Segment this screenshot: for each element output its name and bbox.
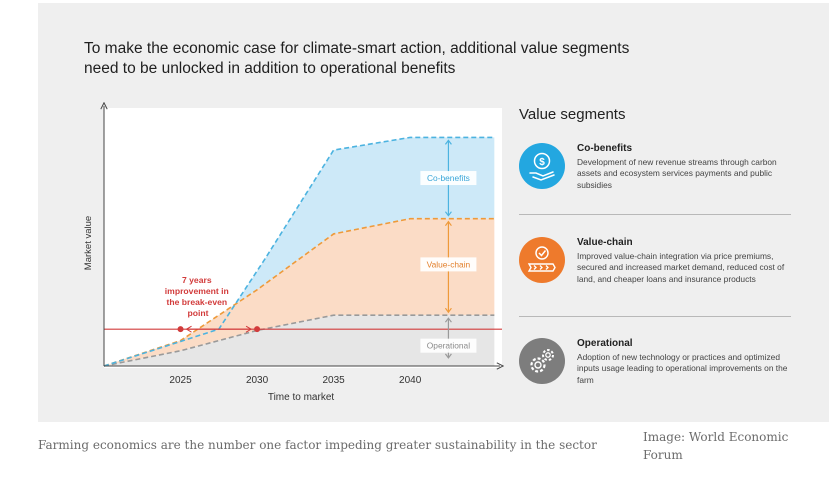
series-line-co-benefits [103,136,495,367]
x-tick-label: 2025 [169,375,192,386]
break-even-annotation: 7 years improvement in the break-even po… [165,275,231,318]
legend-item-name: Value-chain [577,237,633,248]
y-axis-label: Market value [83,216,94,270]
legend-item-name: Co-benefits [577,143,632,154]
value-chain-icon [519,237,565,283]
break-even-point-end [254,326,261,333]
segment-label: Co-benefits [427,173,470,183]
x-tick-label: 2035 [322,375,345,386]
segment-arrowhead-top-0 [444,139,452,145]
segment-label-bg [420,171,477,186]
svg-text:$: $ [539,157,545,168]
legend-divider [519,316,791,317]
co-benefits-area [104,137,495,366]
caption: Farming economics are the number one fac… [38,438,597,452]
series-line-operational [103,314,495,367]
segment-arrowhead-bottom-1 [444,307,452,314]
money-hand-icon: $ [519,143,565,189]
x-axis-label: Time to market [268,392,335,403]
break-even-point-start [177,326,184,333]
x-tick-label: 2030 [246,375,269,386]
break-even-arrowhead-right [245,325,253,333]
segment-label-bg [420,257,477,272]
segment-arrowhead-top-2 [444,317,452,323]
break-even-arrowhead-left [185,325,192,333]
legend-item-desc: Adoption of new technology or practices … [577,352,788,385]
image-credit: Image: World Economic Forum [643,430,789,462]
segment-label-bg [420,338,477,353]
segment-arrowhead-top-1 [444,220,452,227]
segment-arrowhead-bottom-2 [444,353,452,359]
legend-item-desc: Improved value-chain integration via pri… [577,251,785,284]
segment-arrowhead-bottom-0 [444,211,452,217]
operational-area [104,315,495,366]
legend-item-name: Operational [577,338,633,349]
legend-item-desc: Development of new revenue streams throu… [577,157,777,190]
chart-title: To make the economic case for climate-sm… [84,40,630,77]
gears-icon [519,338,565,384]
x-tick-label: 2040 [399,375,422,386]
segment-label: Operational [427,341,470,351]
legend-title: Value segments [519,106,626,123]
segment-label: Value-chain [427,259,471,269]
legend-divider [519,214,791,215]
